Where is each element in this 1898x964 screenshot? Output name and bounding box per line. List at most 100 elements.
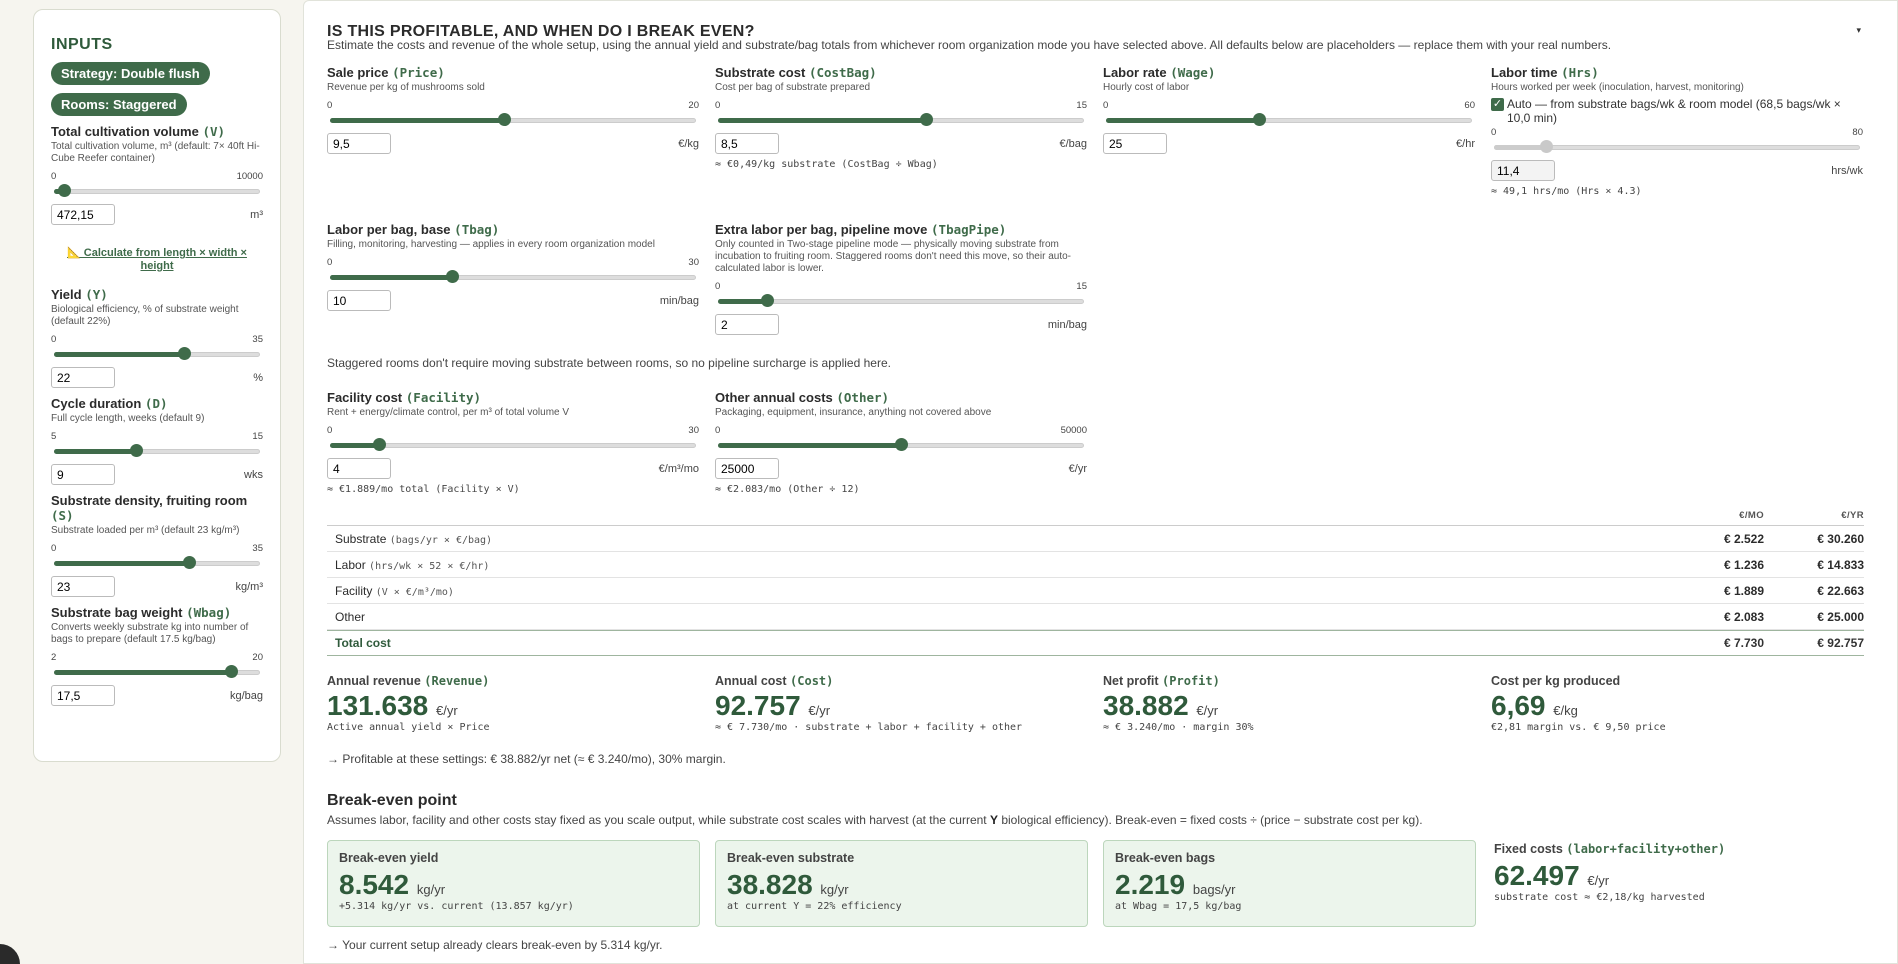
- card-sub: +5.314 kg/yr vs. current (13.857 kg/yr): [339, 901, 574, 912]
- hrs-unit: hrs/wk: [1831, 164, 1863, 177]
- other-input[interactable]: [715, 458, 779, 479]
- price-label: Sale price (Price): [327, 65, 445, 80]
- kpi-label: Annual cost: [715, 674, 787, 688]
- table-row: Substrate (bags/yr × €/bag) € 2.522 € 30…: [327, 526, 1864, 552]
- tbagpipe-slider[interactable]: [718, 294, 1084, 307]
- cycle-unit: wks: [244, 468, 263, 481]
- calculate-volume-link[interactable]: 📐 Calculate from length × width × height: [67, 247, 247, 272]
- kpi-value: 6,69: [1491, 690, 1546, 721]
- volume-min: 0: [51, 171, 57, 182]
- yield-input[interactable]: [51, 367, 115, 388]
- slider-knob[interactable]: [57, 184, 71, 197]
- facility-max: 30: [688, 425, 699, 436]
- kpi-unit: €/yr: [1196, 703, 1219, 718]
- collapse-icon[interactable]: ▾: [1856, 25, 1861, 35]
- rooms-pill[interactable]: Rooms: Staggered: [51, 93, 187, 116]
- price-max: 20: [688, 100, 699, 111]
- tbagpipe-label: Extra labor per bag, pipeline move (Tbag…: [715, 222, 1007, 237]
- hrs-field: Labor time (Hrs) Hours worked per week (…: [1491, 65, 1863, 197]
- other-slider[interactable]: [718, 438, 1084, 451]
- row-yearly: € 22.663: [1817, 583, 1864, 598]
- volume-field: Total cultivation volume (V) Total culti…: [51, 124, 263, 225]
- total-label: Total cost: [335, 636, 391, 650]
- cycle-input[interactable]: [51, 464, 115, 485]
- breakeven-yield-card: Break-even yield 8.542 kg/yr +5.314 kg/y…: [327, 840, 700, 927]
- wage-label: Labor rate (Wage): [1103, 65, 1216, 80]
- slider-knob[interactable]: [225, 665, 239, 678]
- strategy-pill[interactable]: Strategy: Double flush: [51, 62, 210, 85]
- tbag-input[interactable]: [327, 290, 391, 311]
- slider-knob[interactable]: [895, 438, 908, 451]
- yield-slider[interactable]: [54, 347, 260, 360]
- other-note: ≈ €2.083/mo (Other ÷ 12): [715, 484, 860, 495]
- cycle-slider[interactable]: [54, 444, 260, 457]
- fixed-var: (labor+facility+other): [1566, 842, 1726, 856]
- density-desc: Substrate loaded per m³ (default 23 kg/m…: [51, 525, 240, 536]
- price-unit: €/kg: [678, 137, 699, 150]
- row-yearly: € 14.833: [1817, 557, 1864, 572]
- tbag-min: 0: [327, 257, 333, 268]
- facility-input[interactable]: [327, 458, 391, 479]
- tbagpipe-field: Extra labor per bag, pipeline move (Tbag…: [715, 222, 1087, 335]
- wage-input[interactable]: [1103, 133, 1167, 154]
- row-formula: (V × €/m³/mo): [375, 586, 454, 598]
- checkmark-icon[interactable]: ✓: [1491, 98, 1504, 111]
- total-yearly: € 92.757: [1817, 636, 1864, 650]
- facility-slider[interactable]: [330, 438, 696, 451]
- hrs-max: 80: [1852, 127, 1863, 138]
- tbagpipe-input[interactable]: [715, 314, 779, 335]
- tbag-slider[interactable]: [330, 270, 696, 283]
- volume-input[interactable]: [51, 204, 115, 225]
- table-row: Facility (V × €/m³/mo) € 1.889 € 22.663: [327, 578, 1864, 604]
- price-desc: Revenue per kg of mushrooms sold: [327, 82, 485, 93]
- slider-knob[interactable]: [445, 270, 459, 283]
- row-name: Other: [335, 609, 366, 624]
- slider-knob[interactable]: [919, 113, 933, 126]
- kpi-sub: ≈ € 7.730/mo · substrate + labor + facil…: [715, 722, 1023, 733]
- wage-desc: Hourly cost of labor: [1103, 82, 1190, 93]
- facility-desc: Rent + energy/climate control, per m³ of…: [327, 407, 570, 418]
- slider-knob[interactable]: [372, 438, 386, 451]
- costbag-slider[interactable]: [718, 113, 1084, 126]
- cycle-max: 15: [252, 431, 263, 442]
- cycle-label: Cycle duration (D): [51, 396, 168, 411]
- density-slider[interactable]: [54, 556, 260, 569]
- wage-field: Labor rate (Wage) Hourly cost of labor 0…: [1103, 65, 1475, 154]
- fixed-unit: €/yr: [1587, 873, 1610, 888]
- card-value: 8.542: [339, 869, 410, 900]
- card-label: Break-even bags: [1115, 851, 1216, 865]
- slider-knob[interactable]: [177, 347, 191, 360]
- costbag-input[interactable]: [715, 133, 779, 154]
- hrs-auto-label: Auto — from substrate bags/wk & room mod…: [1507, 97, 1841, 125]
- tbagpipe-min: 0: [715, 281, 721, 292]
- slider-knob[interactable]: [130, 444, 144, 457]
- other-field: Other annual costs (Other) Packaging, eq…: [715, 390, 1087, 495]
- row-name: Facility: [335, 583, 373, 598]
- density-input[interactable]: [51, 576, 115, 597]
- facility-label: Facility cost (Facility): [327, 390, 482, 405]
- price-slider[interactable]: [330, 113, 696, 126]
- fixed-costs: Fixed costs (labor+facility+other) 62.49…: [1494, 840, 1794, 903]
- slider-knob[interactable]: [760, 294, 774, 307]
- density-field: Substrate density, fruiting room (S) Sub…: [51, 493, 263, 597]
- slider-knob[interactable]: [183, 556, 197, 569]
- bagweight-slider[interactable]: [54, 665, 260, 678]
- panel-intro: Estimate the costs and revenue of the wh…: [327, 38, 1612, 52]
- bagweight-input[interactable]: [51, 685, 115, 706]
- density-unit: kg/m³: [235, 580, 264, 593]
- wage-unit: €/hr: [1456, 137, 1475, 150]
- other-desc: Packaging, equipment, insurance, anythin…: [715, 407, 992, 418]
- wage-slider[interactable]: [1106, 113, 1472, 126]
- other-label: Other annual costs (Other): [715, 390, 890, 405]
- bagweight-field: Substrate bag weight (Wbag) Converts wee…: [51, 605, 263, 706]
- hrs-auto-checkbox[interactable]: ✓ Auto — from substrate bags/wk & room mo…: [1491, 97, 1863, 125]
- row-monthly: € 1.889: [1723, 583, 1764, 598]
- price-input[interactable]: [327, 133, 391, 154]
- volume-slider[interactable]: [54, 184, 260, 197]
- volume-desc: Total cultivation volume, m³ (default: 7…: [51, 141, 260, 164]
- kpi-unit: €/yr: [808, 703, 831, 718]
- slider-knob[interactable]: [497, 113, 511, 126]
- slider-knob[interactable]: [1252, 113, 1266, 126]
- fixed-label: Fixed costs: [1494, 842, 1563, 856]
- bagweight-desc: Converts weekly substrate kg into number…: [51, 622, 249, 645]
